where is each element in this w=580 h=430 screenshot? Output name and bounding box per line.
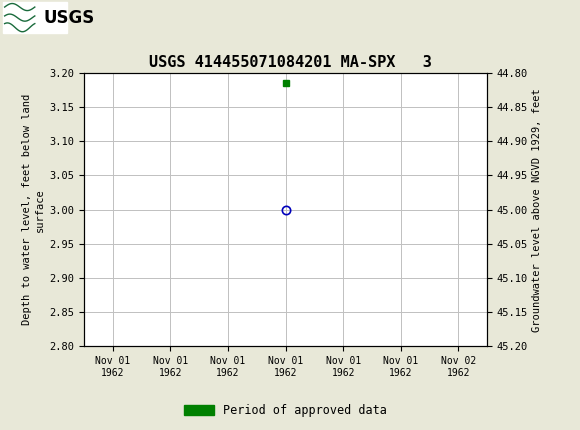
- Y-axis label: Groundwater level above NGVD 1929, feet: Groundwater level above NGVD 1929, feet: [532, 88, 542, 332]
- Text: USGS 414455071084201 MA-SPX   3: USGS 414455071084201 MA-SPX 3: [148, 55, 432, 70]
- Y-axis label: Depth to water level, feet below land
surface: Depth to water level, feet below land su…: [22, 94, 45, 325]
- FancyBboxPatch shape: [3, 2, 67, 34]
- Text: USGS: USGS: [44, 9, 95, 27]
- Legend: Period of approved data: Period of approved data: [180, 400, 392, 422]
